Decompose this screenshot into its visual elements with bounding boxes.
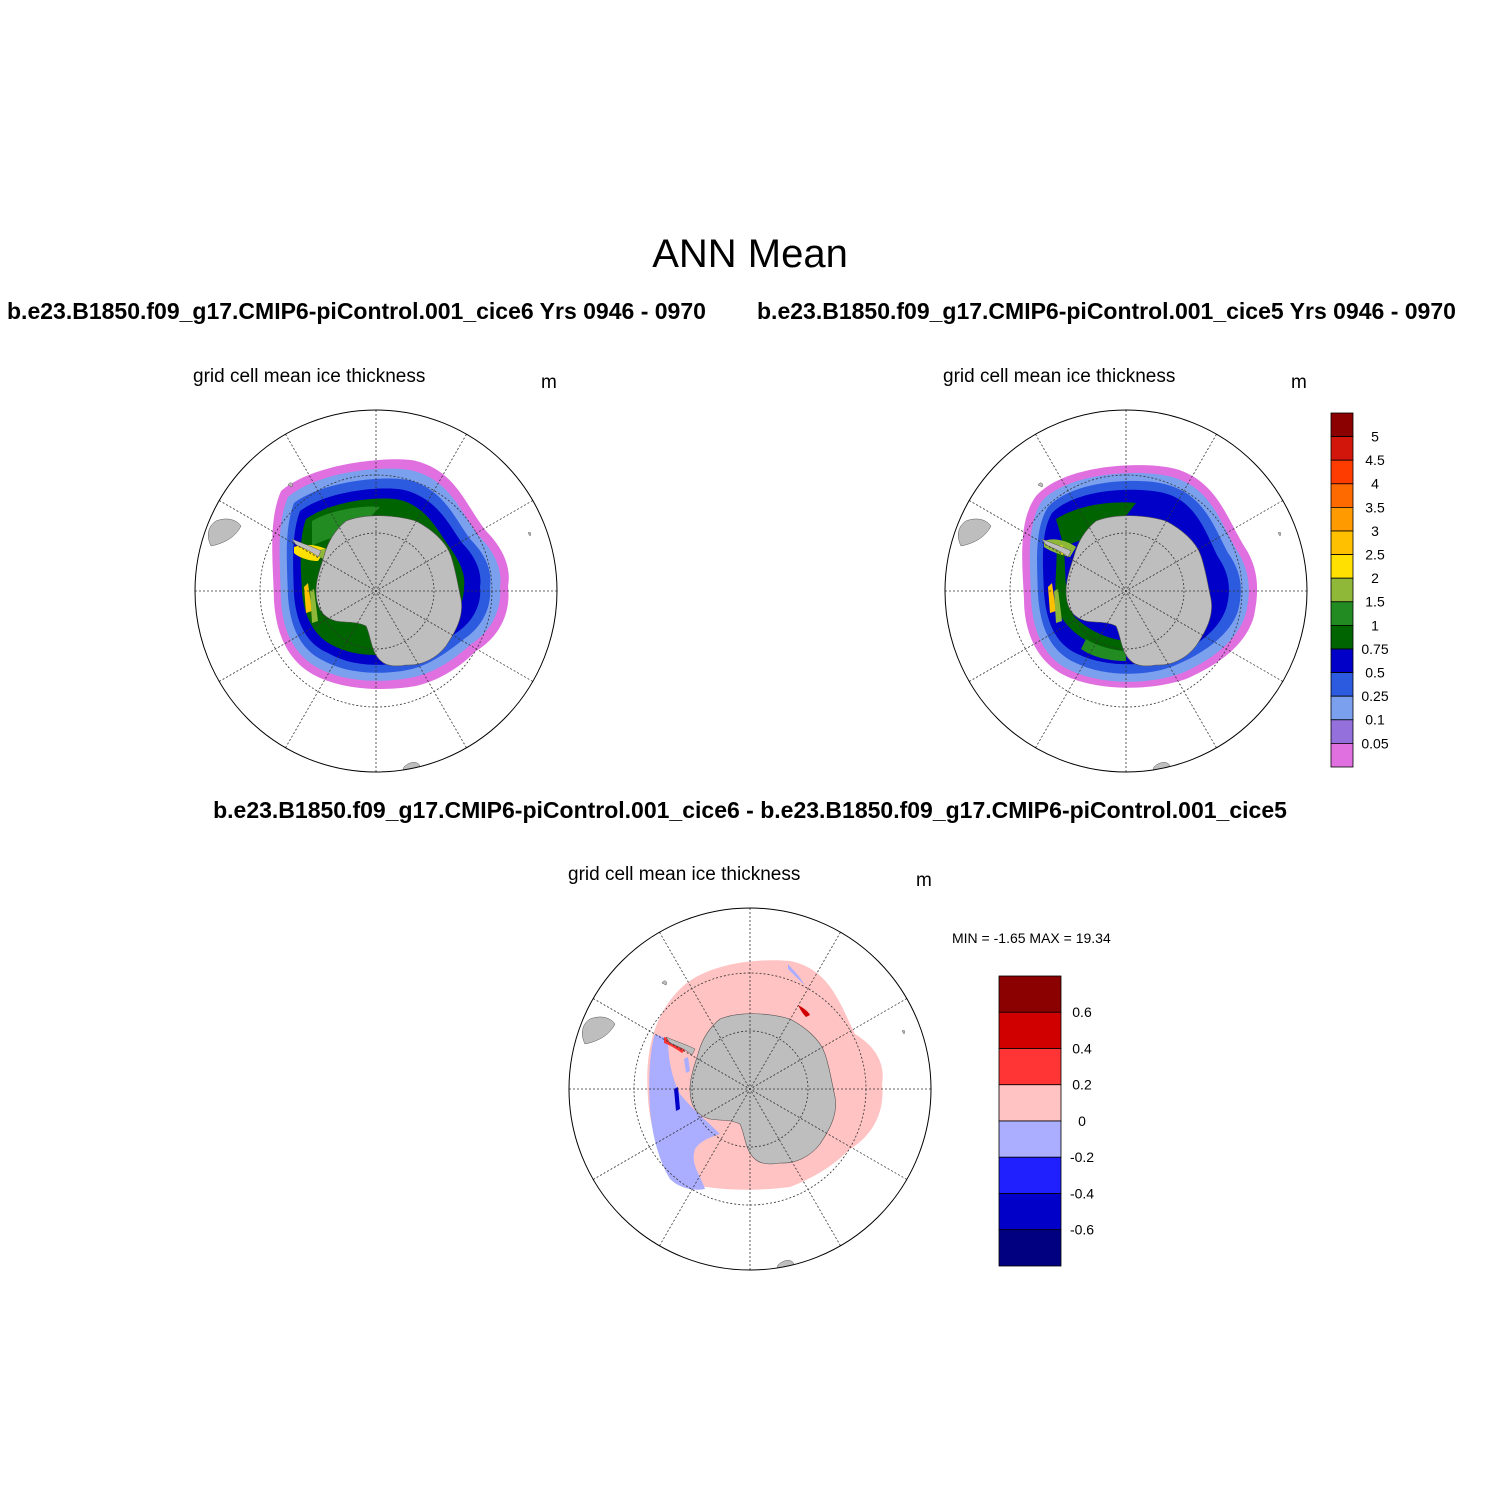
polar-map-cice6 (194, 409, 558, 773)
colorbar-difference-swatch (998, 1193, 1062, 1231)
colorbar-difference-tick-label: -0.4 (1070, 1185, 1094, 1201)
colorbar-difference-tick-label: 0.2 (1072, 1077, 1092, 1093)
colorbar-difference-tick-label: 0 (1078, 1113, 1086, 1129)
variable-title-cice6: grid cell mean ice thickness (193, 366, 426, 387)
colorbar-ice-thickness-tick-label: 0.75 (1361, 641, 1388, 657)
variable-title-diff: grid cell mean ice thickness (568, 864, 801, 885)
colorbar-difference-swatch (998, 1048, 1062, 1086)
polar-map-difference (568, 907, 932, 1271)
colorbar-ice-thickness-tick-label: 0.25 (1361, 688, 1388, 704)
colorbar-ice-thickness-swatch (1330, 672, 1354, 697)
colorbar-difference-swatch (998, 1229, 1062, 1267)
colorbar-difference: 0.6 0.4 0.2 0 -0.2 -0.4 -0.6 (998, 975, 1094, 1267)
colorbar-ice-thickness-tick-label: 4 (1371, 476, 1379, 492)
map-boundary (568, 907, 932, 1271)
colorbar-ice-thickness-tick-label: 0.1 (1365, 712, 1385, 728)
colorbar-ice-thickness-swatch (1330, 577, 1354, 603)
colorbar-ice-thickness-tick-label: 0.5 (1365, 665, 1385, 681)
colorbar-ice-thickness-tick-label: 0.05 (1361, 735, 1388, 751)
case-title-cice6: b.e23.B1850.f09_g17.CMIP6-piControl.001_… (7, 298, 706, 324)
colorbar-ice-thickness-swatch (1330, 624, 1354, 650)
colorbar-ice-thickness-tick-label: 2.5 (1365, 547, 1385, 563)
colorbar-difference-swatch (998, 1011, 1062, 1049)
colorbar-ice-thickness-tick-label: 4.5 (1365, 452, 1385, 468)
main-title: ANN Mean (652, 232, 848, 276)
units-cice5: m (1291, 372, 1307, 393)
colorbar-ice-thickness-swatch (1330, 742, 1354, 768)
polar-map-cice5 (944, 409, 1308, 773)
case-title-diff: b.e23.B1850.f09_g17.CMIP6-piControl.001_… (213, 797, 1287, 823)
min-max-label: MIN = -1.65 MAX = 19.34 (952, 930, 1111, 946)
variable-title-cice5: grid cell mean ice thickness (943, 366, 1176, 387)
colorbar-difference-tick-label: -0.2 (1070, 1149, 1094, 1165)
colorbar-ice-thickness-swatch (1330, 483, 1354, 508)
graticule (569, 908, 931, 1270)
colorbar-ice-thickness-swatch (1330, 412, 1354, 438)
units-diff: m (916, 870, 932, 891)
colorbar-ice-thickness-swatch (1330, 648, 1354, 674)
colorbar-difference-swatch (998, 1084, 1062, 1122)
colorbar-difference-swatch (998, 1120, 1062, 1158)
colorbar-ice-thickness-tick-label: 3.5 (1365, 499, 1385, 515)
colorbar-difference-swatch (998, 975, 1062, 1013)
colorbar-ice-thickness-swatch (1330, 695, 1354, 721)
colorbar-ice-thickness-tick-label: 5 (1371, 429, 1379, 445)
graticule (945, 410, 1307, 772)
colorbar-ice-thickness-tick-label: 3 (1371, 523, 1379, 539)
case-title-cice5: b.e23.B1850.f09_g17.CMIP6-piControl.001_… (757, 298, 1456, 324)
map-boundary (194, 409, 558, 773)
colorbar-ice-thickness-tick-label: 1 (1371, 617, 1379, 633)
colorbar-ice-thickness-tick-label: 2 (1371, 570, 1379, 586)
colorbar-ice-thickness: 5 4.5 4 3.5 3 2.5 2 1.5 1 0.75 0.5 0.25 0.1 0.05 (1330, 412, 1389, 768)
colorbar-difference-tick-label: -0.6 (1070, 1222, 1094, 1238)
colorbar-ice-thickness-tick-label: 1.5 (1365, 594, 1385, 610)
colorbar-ice-thickness-swatch (1330, 601, 1354, 626)
colorbar-ice-thickness-swatch (1330, 459, 1354, 485)
colorbar-ice-thickness-swatch (1330, 530, 1354, 556)
colorbar-ice-thickness-swatch (1330, 719, 1354, 744)
colorbar-ice-thickness-swatch (1330, 554, 1354, 579)
graticule (195, 410, 557, 772)
colorbar-ice-thickness-swatch (1330, 436, 1354, 461)
units-cice6: m (541, 372, 557, 393)
colorbar-difference-tick-label: 0.6 (1072, 1004, 1092, 1020)
colorbar-difference-swatch (998, 1156, 1062, 1194)
colorbar-ice-thickness-swatch (1330, 507, 1354, 532)
colorbar-difference-tick-label: 0.4 (1072, 1040, 1092, 1056)
map-boundary (944, 409, 1308, 773)
